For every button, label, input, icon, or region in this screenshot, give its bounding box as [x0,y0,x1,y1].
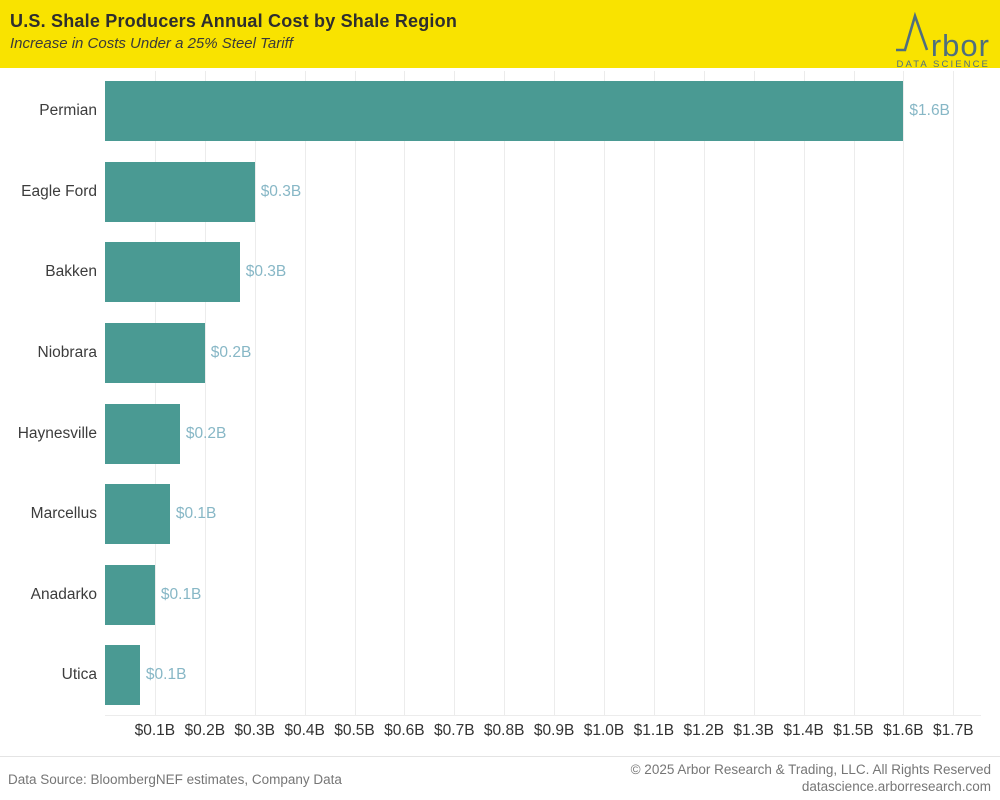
x-axis-tick-label: $0.5B [334,722,375,739]
website-text: datascience.arborresearch.com [801,779,991,794]
value-label: $1.6B [909,102,950,120]
gridline [753,71,755,715]
gridline [304,71,306,715]
category-label: Anadarko [30,585,97,603]
chart-subtitle: Increase in Costs Under a 25% Steel Tari… [10,34,293,52]
gridline [604,71,605,715]
gridline [154,71,156,715]
bar-eagle-ford [105,161,255,222]
bar-row: Haynesville $0.2B [18,393,981,474]
chart-title: U.S. Shale Producers Annual Cost by Shal… [10,11,458,31]
bar-row: Marcellus $0.1B [31,474,981,555]
value-label: $0.3B [245,263,287,281]
data-source: Data Source: BloombergNEF estimates, Com… [8,772,342,787]
gridline [803,71,805,715]
gridline [454,71,456,715]
bar-row: Eagle Ford $0.3B [21,152,981,233]
value-label: $0.2B [185,424,227,442]
chart-footer: Data Source: BloombergNEF estimates, Com… [0,756,1000,800]
gridline [204,71,206,715]
x-axis-tick-label: $0.9B [533,722,575,739]
category-label: Marcellus [30,505,97,523]
header-titles: U.S. Shale Producers Annual Cost by Shal… [10,10,457,52]
bar-bakken [105,242,240,303]
x-axis-tick-label: $1.4B [783,722,824,739]
category-label: Bakken [45,263,97,281]
gridline [853,71,855,715]
category-label: Haynesville [17,424,97,442]
bar-anadarko [105,564,155,625]
gridline [653,71,655,715]
logo-wordmark-row: rbor [894,11,990,63]
bar-utica [105,645,140,706]
value-label: $0.1B [175,505,217,523]
x-axis: $0.1B $0.2B $0.3B $0.4B $0.5B $0.6B $0.7B $0.8B… [105,722,981,744]
bar-haynesville [105,403,180,464]
plot-area: Permian $1.6B Eagle Ford $0.3B Bakken $0.3B Ni… [18,71,981,716]
gridline [903,71,905,715]
x-axis-tick-label: $0.6B [384,722,425,739]
bar-row: Niobrara $0.2B [38,313,981,394]
x-axis-tick-label: $0.2B [184,722,226,739]
x-axis-tick-label: $1.2B [683,722,725,739]
gridline [404,71,406,715]
bar-row: Permian $1.6B [39,71,981,152]
x-axis-tick-label: $0.4B [284,722,325,739]
gridline [953,71,955,715]
bar-rows: Permian $1.6B Eagle Ford $0.3B Bakken $0.3B Ni… [18,71,981,716]
footer-right: © 2025 Arbor Research & Trading, LLC. Al… [631,761,991,800]
x-axis-tick-label: $1.5B [833,722,874,739]
bar-marcellus [105,484,170,545]
bar-row: Anadarko $0.1B [31,555,981,636]
gridline [504,71,506,715]
mountain-peak-icon [894,11,930,58]
bar-row: Utica $0.1B [62,635,981,716]
value-label: $0.1B [160,585,202,603]
x-axis-tick-label: $1.6B [883,722,924,739]
gridline [554,71,556,715]
value-label: $0.1B [145,666,187,684]
logo-tagline: DATA SCIENCE [896,59,990,70]
gridline [354,71,356,715]
category-label: Permian [39,102,97,120]
category-label: Eagle Ford [21,182,97,200]
category-label: Utica [61,666,97,684]
chart-header: U.S. Shale Producers Annual Cost by Shal… [0,0,1000,70]
x-axis-tick-label: $0.1B [134,722,176,739]
x-axis-tick-label: $1.3B [733,722,774,739]
gridline [703,71,705,715]
x-axis-tick-label: $0.8B [483,722,525,739]
x-axis-tick-label: $0.3B [234,722,275,739]
arbor-logo: rbor DATA SCIENCE [894,11,990,70]
x-axis-tick-label: $1.7B [933,722,974,739]
copyright-text: © 2025 Arbor Research & Trading, LLC. Al… [630,762,991,777]
bar-row: Bakken $0.3B [45,232,981,313]
x-axis-tick-label: $0.7B [434,722,475,739]
x-axis-tick-label: $1.1B [633,722,675,739]
value-label: $0.3B [260,182,302,200]
value-label: $0.2B [210,344,252,362]
x-axis-tick-label: $1.0B [583,722,625,739]
category-label: Niobrara [37,344,97,362]
logo-wordmark: rbor [930,27,990,63]
bar-permian [105,81,904,142]
gridline [254,71,256,715]
bar-niobrara [105,323,205,384]
